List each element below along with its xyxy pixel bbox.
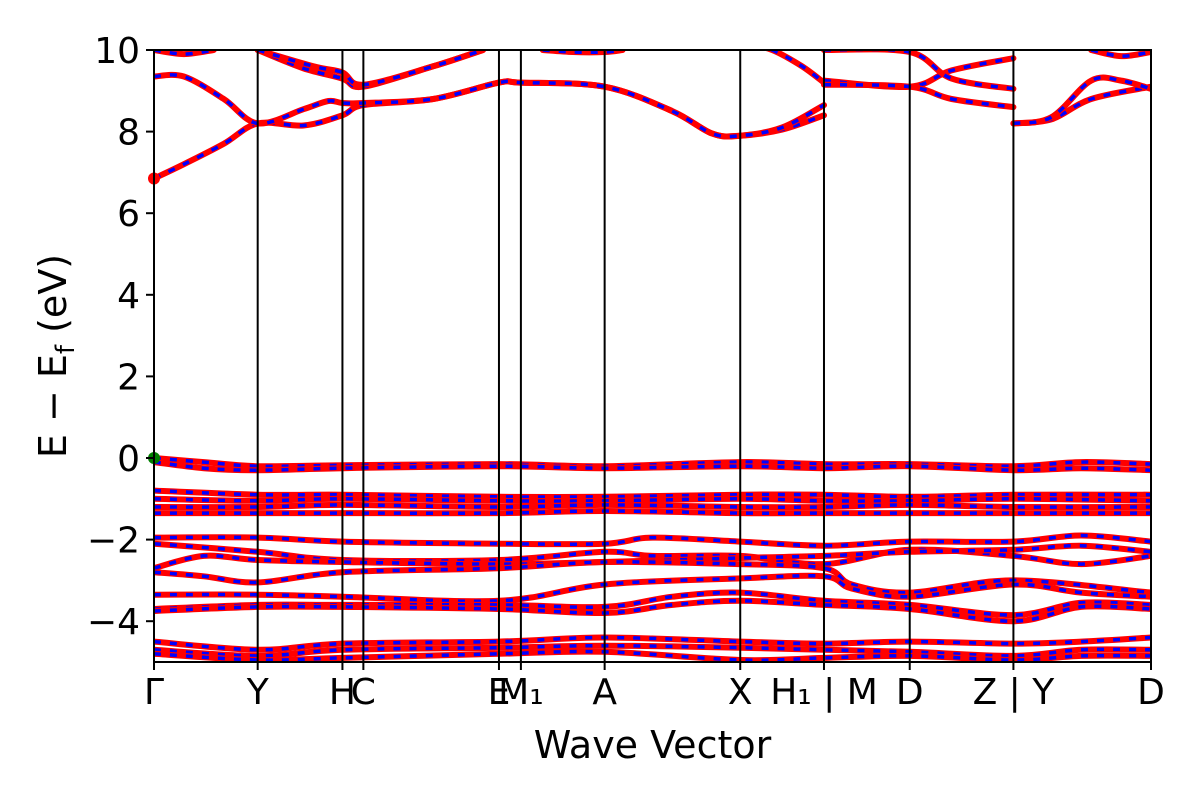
x-tick-label: Z | Y bbox=[973, 672, 1056, 713]
y-axis-ticks: −4 −2 0 2 4 6 8 10 bbox=[87, 31, 154, 643]
band-cb4-spin-up bbox=[254, 50, 486, 88]
band-vb12-spin-down bbox=[154, 590, 1151, 617]
y-tick-label: 0 bbox=[117, 439, 140, 480]
band-vb10-spin-down bbox=[154, 560, 1151, 595]
high-symmetry-lines bbox=[256, 50, 1015, 662]
y-tick-label: 6 bbox=[117, 194, 140, 235]
y-tick-label: −4 bbox=[87, 602, 140, 643]
band-lines bbox=[154, 50, 1151, 662]
band-cb10-spin-up bbox=[821, 50, 1017, 92]
x-tick-label: M₁ bbox=[498, 672, 544, 713]
band-vb6-spin-down bbox=[154, 509, 1151, 515]
y-axis-label: E − Ef (eV) bbox=[31, 254, 81, 458]
x-tick-label: D bbox=[1137, 672, 1165, 713]
band-vb4-spin-down bbox=[154, 497, 1151, 503]
x-tick-label: E bbox=[488, 672, 511, 713]
x-axis-label: Wave Vector bbox=[534, 723, 772, 767]
y-axis-label-subscript: f bbox=[51, 344, 81, 354]
band-cb2-spin-down bbox=[154, 73, 825, 139]
band-cb1-spin-down bbox=[154, 79, 825, 181]
x-tick-label: A bbox=[592, 672, 617, 713]
x-tick-label: X bbox=[728, 672, 753, 713]
x-axis-ticks: Γ Y HC EM₁ A X H₁ | M D Z | Y D bbox=[144, 662, 1165, 713]
band-vb13-spin-up bbox=[154, 597, 1151, 625]
x-tick-label: H₁ | M bbox=[770, 672, 878, 713]
y-axis-label-unit: (eV) bbox=[31, 254, 75, 345]
band-vb2-spin-down bbox=[154, 460, 1151, 472]
y-tick-label: −2 bbox=[87, 521, 140, 562]
x-tick-label: D bbox=[896, 672, 924, 713]
band-cb7-spin-up bbox=[762, 50, 827, 86]
band-vb13-spin-down bbox=[154, 599, 1151, 623]
x-tick-label: Y bbox=[246, 672, 270, 713]
x-tick-label: H bbox=[329, 672, 356, 713]
y-tick-label: 2 bbox=[117, 357, 140, 398]
band-cb11-spin-up bbox=[1010, 83, 1151, 127]
y-axis-label-main: E − E bbox=[31, 354, 75, 458]
x-tick-label: Γ bbox=[144, 672, 164, 713]
band-cb4-spin-down bbox=[257, 50, 484, 87]
band-cb7-spin-down bbox=[766, 50, 826, 85]
band-cb12-spin-down bbox=[1013, 75, 1151, 126]
plot-frame bbox=[153, 49, 1152, 663]
band-cb1-spin-up bbox=[154, 78, 827, 182]
band-cb5-spin-down bbox=[154, 50, 215, 56]
y-tick-label: 10 bbox=[94, 31, 140, 72]
band-vb5-spin-down bbox=[154, 503, 1151, 509]
band-cb13-spin-down bbox=[1090, 50, 1151, 58]
band-cb9-spin-down bbox=[823, 82, 1014, 109]
y-tick-label: 4 bbox=[117, 276, 140, 317]
y-tick-label: 8 bbox=[117, 113, 140, 154]
band-vb3-spin-down bbox=[154, 488, 1151, 499]
x-tick-label: C bbox=[351, 672, 376, 713]
